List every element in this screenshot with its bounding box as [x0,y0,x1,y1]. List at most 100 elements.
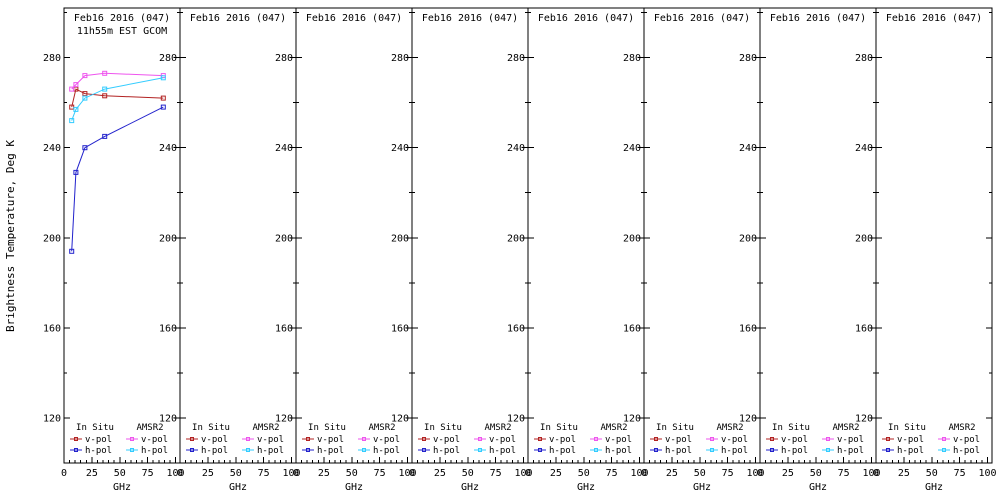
y-tick-label: 160 [855,323,873,334]
x-tick-label: 0 [61,468,67,479]
legend-label-v-pol: v-pol [781,435,808,445]
y-tick-label: 160 [159,323,177,334]
legend-key-marker-amsr2-v-pol [942,437,946,441]
x-tick-label: 50 [114,468,126,479]
legend-header-amsr2: AMSR2 [368,423,395,433]
panel-title: Feb16 2016 (047) [306,13,402,24]
legend-label-v-pol: v-pol [721,435,748,445]
x-tick-label: 100 [631,468,649,479]
panel-0: 120 160 200 240 280 0 25 50 75 100 GHz Feb16 2016 (… [43,7,185,493]
x-tick-label: 25 [898,468,910,479]
y-tick-label: 160 [391,323,409,334]
legend-label-h-pol: h-pol [781,446,808,456]
series-line-in-situ-v-pol [71,88,164,108]
legend-key-marker-in-situ-h-pol [654,448,658,452]
data-point-marker-in-situ-v-pol [160,95,166,101]
data-series-group [69,70,166,254]
data-point-marker-in-situ-h-pol [160,104,166,110]
y-tick-label: 200 [159,233,177,244]
legend-key-marker-amsr2-h-pol [478,448,482,452]
y-tick-label: 200 [391,233,409,244]
x-tick-label: 75 [490,468,502,479]
y-tick-label: 280 [391,53,409,64]
legend-key-marker-amsr2-h-pol [246,448,250,452]
y-tick-label: 240 [159,143,177,154]
series-line-amsr2-h-pol [71,77,164,121]
y-tick-label: 240 [507,143,525,154]
legend-key-marker-in-situ-v-pol [422,437,426,441]
y-axis-label: Brightness Temperature, Deg K [4,140,17,332]
x-tick-label: 50 [578,468,590,479]
y-tick-label: 120 [43,413,61,424]
legend-label-h-pol: h-pol [837,446,864,456]
x-tick-label: 25 [550,468,562,479]
x-tick-label: 75 [374,468,386,479]
panel-7: 120 160 200 240 280 0 25 50 75 100 GHz Feb16 2016 (… [855,7,997,493]
y-tick-label: 280 [43,53,61,64]
x-tick-label: 0 [293,468,299,479]
legend-label-h-pol: h-pol [489,446,516,456]
legend-label-h-pol: h-pol [317,446,344,456]
y-tick-label: 280 [159,53,177,64]
y-tick-label: 280 [507,53,525,64]
legend-key-marker-in-situ-h-pol [770,448,774,452]
x-axis-unit-label: GHz [809,482,827,493]
y-tick-label: 240 [623,143,641,154]
legend-label-h-pol: h-pol [605,446,632,456]
y-tick-label: 200 [43,233,61,244]
legend-key-marker-amsr2-v-pol [478,437,482,441]
x-tick-label: 100 [283,468,301,479]
legend-label-h-pol: h-pol [373,446,400,456]
x-tick-label: 25 [318,468,330,479]
y-tick-label: 240 [855,143,873,154]
x-tick-label: 75 [142,468,154,479]
panel-1: 120 160 200 240 280 0 25 50 75 100 GHz Feb16 2016 (… [159,7,301,493]
legend-key-marker-in-situ-h-pol [538,448,542,452]
x-tick-label: 100 [167,468,185,479]
legend-header-in-situ: In Situ [76,423,114,433]
data-point-marker-in-situ-h-pol [102,133,108,139]
legend-label-h-pol: h-pol [85,446,112,456]
legend-label-h-pol: h-pol [257,446,284,456]
legend-label-v-pol: v-pol [201,435,228,445]
legend-key-marker-in-situ-v-pol [538,437,542,441]
y-tick-label: 280 [275,53,293,64]
x-tick-label: 0 [525,468,531,479]
y-tick-label: 160 [275,323,293,334]
x-tick-label: 0 [409,468,415,479]
data-point-marker-in-situ-h-pol [82,145,88,151]
y-tick-label: 240 [739,143,757,154]
y-tick-label: 280 [623,53,641,64]
legend-key-marker-amsr2-h-pol [710,448,714,452]
panel-title: Feb16 2016 (047) [770,13,866,24]
legend-label-h-pol: h-pol [665,446,692,456]
legend-header-in-situ: In Situ [888,423,926,433]
x-tick-label: 75 [606,468,618,479]
y-tick-label: 160 [507,323,525,334]
legend-key-marker-amsr2-h-pol [130,448,134,452]
legend-key-marker-in-situ-h-pol [886,448,890,452]
x-tick-label: 50 [230,468,242,479]
legend-key-marker-in-situ-v-pol [190,437,194,441]
panel-box [875,7,993,464]
legend-label-v-pol: v-pol [837,435,864,445]
series-line-in-situ-h-pol [71,106,164,252]
legend-label-h-pol: h-pol [201,446,228,456]
panel-3: 120 160 200 240 280 0 25 50 75 100 GHz Feb16 2016 (… [391,7,533,493]
legend-label-h-pol: h-pol [141,446,168,456]
data-point-marker-amsr2-h-pol [82,95,88,101]
y-tick-label: 160 [739,323,757,334]
data-point-marker-in-situ-h-pol [69,248,75,254]
x-tick-label: 75 [838,468,850,479]
panel-title: Feb16 2016 (047) [538,13,634,24]
panel-title: Feb16 2016 (047) [654,13,750,24]
legend-label-v-pol: v-pol [665,435,692,445]
y-tick-label: 120 [275,413,293,424]
x-tick-label: 100 [863,468,881,479]
x-tick-label: 50 [810,468,822,479]
panels-group: 120 160 200 240 280 0 25 50 75 100 GHz Feb16 2016 (… [43,7,997,493]
legend-label-h-pol: h-pol [433,446,460,456]
legend-key-marker-amsr2-v-pol [710,437,714,441]
legend-header-amsr2: AMSR2 [948,423,975,433]
x-tick-label: 100 [515,468,533,479]
